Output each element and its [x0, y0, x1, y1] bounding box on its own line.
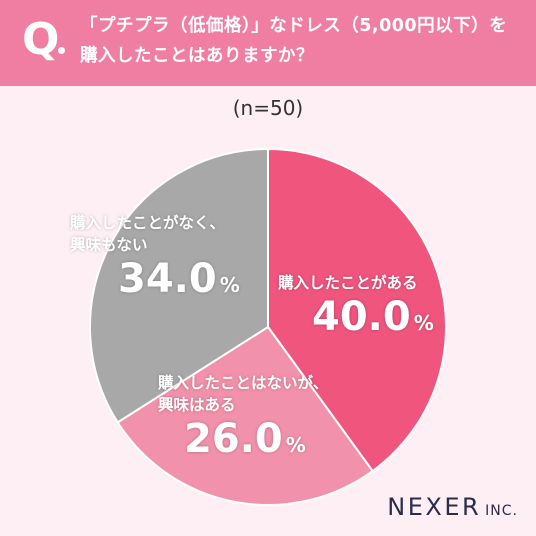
label-percent-not-interested: 34.0%	[118, 256, 240, 302]
q-mark: Q	[22, 14, 60, 65]
brand-logo: NEXER INC.	[387, 493, 518, 521]
label-slice-not-interested: 購入したことがなく、 興味もない 34.0%	[70, 212, 240, 308]
label-category-not-interested-2: 興味もない	[70, 236, 148, 254]
slice-purchased	[267, 147, 447, 473]
question-header: Q 「プチプラ（低価格）」なドレス（5,000円以下）を 購入したことはあります…	[0, 0, 536, 86]
sample-size: (n=50)	[232, 96, 304, 120]
label-category-interested-2: 興味はある	[158, 396, 236, 414]
label-category-purchased: 購入したことがある	[278, 274, 418, 292]
question-line-1: 「プチプラ（低価格）」なドレス（5,000円以下）を	[80, 16, 508, 36]
label-slice-interested: 購入したことはないが、 興味はある 26.0%	[158, 372, 328, 468]
label-percent-interested: 26.0%	[184, 416, 306, 462]
label-slice-purchased: 購入したことがある 40.0%	[278, 272, 434, 346]
label-category-interested-1: 購入したことはないが、	[158, 374, 329, 392]
slice-interested	[116, 325, 375, 506]
slice-not-interested	[89, 147, 269, 424]
q-dot-icon	[58, 47, 65, 54]
question-text: 「プチプラ（低価格）」なドレス（5,000円以下）を 購入したことはありますか？	[80, 11, 528, 71]
label-category-not-interested-1: 購入したことがなく、	[70, 214, 226, 232]
question-line-2: 購入したことはありますか？	[80, 46, 314, 66]
label-percent-purchased: 40.0%	[312, 294, 434, 340]
